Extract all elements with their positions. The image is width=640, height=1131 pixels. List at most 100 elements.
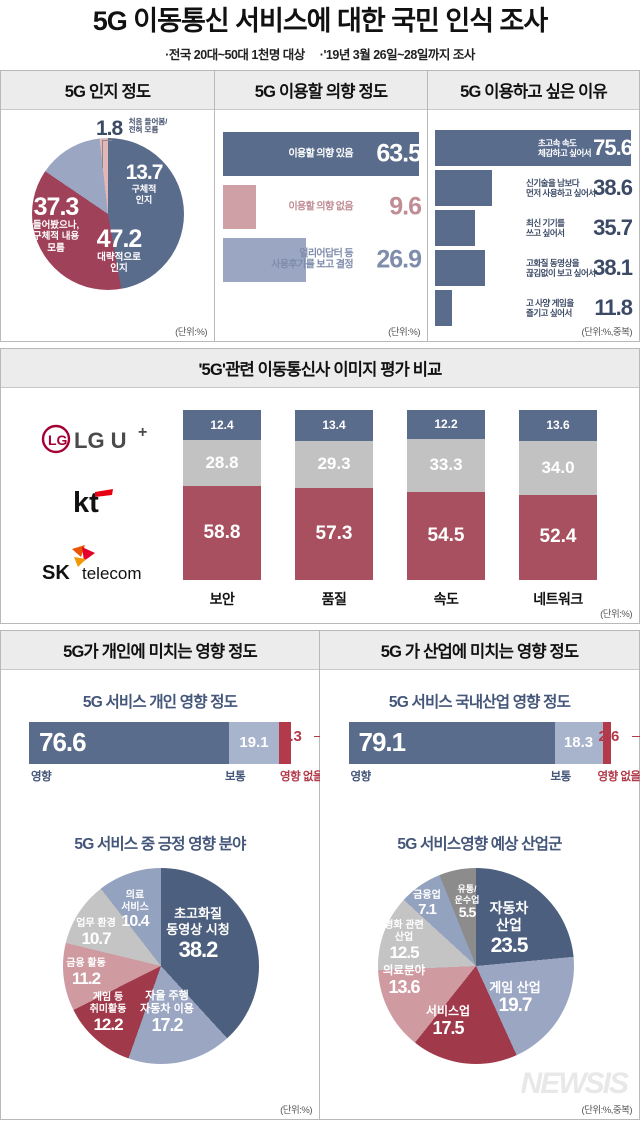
reasons-label-1: 초고속 속도 체감하고 싶어서 bbox=[538, 137, 592, 158]
survey-period: ·'19년 3월 26일~28일까지 조사 bbox=[319, 47, 476, 62]
industry-impact-bar: 79.1 18.3 bbox=[348, 721, 611, 764]
awareness-name-1: 대략적으로 인지 bbox=[97, 252, 141, 275]
row-top: 5G 인지 정도 1.8 처음 들어봄/ 전혀 모름 13.7 구체적 인지 4… bbox=[0, 69, 640, 342]
segment-kt-1: 28.8 bbox=[183, 439, 261, 486]
personal-value-none: 4.3 bbox=[281, 727, 302, 745]
kt-icon: kt bbox=[73, 487, 113, 518]
personal-slice-label-4: 금융 활동 11.2 bbox=[55, 958, 117, 988]
industry-slice-label-2: 게임 산업 19.7 bbox=[472, 980, 558, 1016]
reasons-bar-3 bbox=[435, 209, 475, 246]
industry-slice-value-7: 5.5 bbox=[458, 904, 476, 921]
industry-value-none: 2.6 bbox=[598, 727, 620, 745]
industry-bar-title: 5G 서비스 국내산업 영향 정도 bbox=[388, 693, 571, 711]
carrier-logo-list: LG LG U + kt bbox=[25, 408, 175, 594]
personal-slice-name-2: 자율 주행 자동차 이용 bbox=[140, 989, 194, 1015]
industry-pie-title: 5G 서비스영향 예상 산업군 bbox=[397, 835, 562, 853]
panel-awareness: 5G 인지 정도 1.8 처음 들어봄/ 전혀 모름 13.7 구체적 인지 4… bbox=[0, 69, 215, 342]
industry-legend-neutral: 보통 bbox=[550, 770, 572, 783]
industry-slice-label-4: 의료분야 13.6 bbox=[368, 964, 440, 997]
awareness-name-4: 처음 들어봄/ 전혀 모름 bbox=[128, 116, 168, 135]
industry-pie-chart: 자동차 산업 23.5 게임 산업 19.7 서비스업 17.5 의료분야 13… bbox=[320, 862, 639, 1090]
awareness-value-1: 47.2 bbox=[96, 224, 143, 253]
segment-sk-4: 52.4 bbox=[519, 494, 597, 580]
awareness-pie bbox=[32, 137, 184, 290]
reasons-unit: (단위:%,중복) bbox=[581, 326, 632, 338]
personal-slice-label-1: 초고화질 동영상 시청 38.2 bbox=[153, 906, 243, 962]
personal-seg-impact: 76.6 bbox=[29, 721, 229, 764]
svg-text:LG: LG bbox=[48, 432, 68, 448]
panel-industry-title: 5G 가 산업에 미치는 영향 정도 bbox=[320, 630, 639, 670]
reasons-value-2: 38.6 bbox=[593, 174, 633, 200]
personal-slice-name-1: 초고화질 동영상 시청 bbox=[166, 905, 230, 937]
awareness-label-4: 1.8 처음 들어봄/ 전혀 모름 bbox=[96, 116, 206, 140]
industry-slice-name-7: 유통/ 운수업 bbox=[454, 883, 480, 905]
reasons-bar-5 bbox=[435, 289, 452, 326]
reasons-bar-1 bbox=[435, 129, 631, 166]
intent-value-1: 63.5 bbox=[376, 139, 422, 168]
segment-lg-1: 12.4 bbox=[183, 409, 261, 440]
stacked-bar-1: 12.4 28.8 58.8 bbox=[183, 409, 261, 580]
reasons-label-4: 고화질 동영상을 끊김없이 보고 싶어서 bbox=[526, 257, 596, 278]
awareness-pie-chart: 1.8 처음 들어봄/ 전혀 모름 13.7 구체적 인지 47.2 대략적으로… bbox=[1, 110, 214, 335]
reasons-row-3: 최신 기기를 쓰고 싶어서 35.7 bbox=[428, 209, 639, 246]
personal-impact-bar-chart: 76.6 19.1 영향 보통 영향 없을 것 4.3 bbox=[29, 721, 336, 800]
industry-legend-none: 영향 없을 것 bbox=[597, 770, 640, 783]
personal-impact-legend: 영향 보통 영향 없을 것 4.3 bbox=[29, 728, 336, 800]
survey-sample: ·전국 20대~50대 1천명 대상 bbox=[165, 47, 305, 62]
segment-sk-2: 57.3 bbox=[295, 487, 373, 580]
reasons-bar-4 bbox=[435, 249, 485, 286]
intent-bar-2 bbox=[223, 184, 256, 229]
carrier-category-4: 네트워크 bbox=[533, 590, 583, 607]
svg-text:+: + bbox=[138, 424, 147, 441]
personal-bar-title: 5G 서비스 개인 영향 정도 bbox=[82, 693, 238, 711]
industry-slice-label-7: 유통/ 운수업 5.5 bbox=[446, 884, 488, 920]
segment-kt-2: 29.3 bbox=[295, 440, 373, 488]
awareness-value-4: 1.8 bbox=[96, 116, 123, 140]
personal-slice-name-4: 금융 활동 bbox=[66, 957, 106, 969]
personal-slice-label-5: 업무 환경 10.7 bbox=[65, 918, 127, 948]
awareness-label-2: 37.3 들어봤으나, 구체적 내용 모름 bbox=[19, 192, 93, 254]
intent-bar-3 bbox=[223, 237, 306, 282]
svg-text:LG U: LG U bbox=[74, 428, 127, 453]
panel-carrier-title: '5G'관련 이동통신사 이미지 평가 비교 bbox=[1, 348, 639, 388]
personal-seg-none bbox=[279, 721, 291, 764]
personal-slice-label-6: 의료 서비스 10.4 bbox=[111, 890, 159, 931]
segment-kt-4: 34.0 bbox=[519, 440, 597, 495]
personal-slice-value-5: 10.7 bbox=[81, 928, 111, 948]
industry-unit: (단위:%,중복) bbox=[581, 1104, 632, 1116]
panel-reasons-title: 5G 이용하고 싶은 이유 bbox=[428, 70, 639, 110]
industry-slice-name-4: 의료분야 bbox=[382, 964, 426, 977]
personal-slice-label-3: 게임 등 취미활동 12.2 bbox=[79, 992, 137, 1034]
svg-text:kt: kt bbox=[73, 487, 99, 518]
industry-slice-name-1: 자동차 산업 bbox=[489, 899, 529, 934]
industry-slice-value-3: 17.5 bbox=[432, 1017, 464, 1038]
personal-pie bbox=[63, 867, 259, 1064]
survey-meta: ·전국 20대~50대 1천명 대상 ·'19년 3월 26일~28일까지 조사 bbox=[0, 44, 640, 63]
industry-slice-value-2: 19.7 bbox=[498, 995, 533, 1016]
intent-row-2: 이용할 의향 없음 9.6 bbox=[215, 184, 427, 229]
logo-kt: kt bbox=[25, 470, 175, 532]
personal-legend-neutral: 보통 bbox=[225, 770, 246, 783]
intent-row-3: 얼리어답터 등 사용후기를 보고 결정 26.9 bbox=[215, 237, 427, 282]
personal-legend-impact: 영향 bbox=[31, 770, 52, 783]
awareness-value-2: 37.3 bbox=[33, 192, 80, 221]
industry-slice-label-3: 서비스업 17.5 bbox=[412, 1004, 484, 1038]
personal-slice-name-3: 게임 등 취미활동 bbox=[89, 991, 127, 1015]
personal-slice-value-4: 11.2 bbox=[71, 968, 101, 988]
industry-seg-none bbox=[602, 721, 611, 764]
panel-personal-title: 5G가 개인에 미치는 영향 정도 bbox=[1, 630, 319, 670]
carrier-category-3: 속도 bbox=[433, 590, 459, 607]
reasons-value-4: 38.1 bbox=[593, 254, 633, 280]
logo-sk-telecom: SK telecom bbox=[25, 532, 175, 594]
industry-slice-label-1: 자동차 산업 23.5 bbox=[472, 900, 546, 957]
logo-lg-uplus: LG LG U + bbox=[25, 408, 175, 470]
carrier-category-2: 품질 bbox=[321, 590, 347, 607]
intent-row-1: 이용할 의향 있음 63.5 bbox=[215, 131, 427, 176]
reasons-label-3: 최신 기기를 쓰고 싶어서 bbox=[526, 217, 565, 238]
segment-lg-4: 13.6 bbox=[519, 409, 597, 441]
intent-label-3: 얼리어답터 등 사용후기를 보고 결정 bbox=[271, 248, 353, 271]
svg-text:SK: SK bbox=[42, 562, 70, 583]
panel-intent: 5G 이용할 의향 정도 이용할 의향 있음 63.5 이용할 의향 없음 9.… bbox=[215, 69, 428, 342]
personal-impact-bar: 76.6 19.1 bbox=[29, 721, 291, 764]
